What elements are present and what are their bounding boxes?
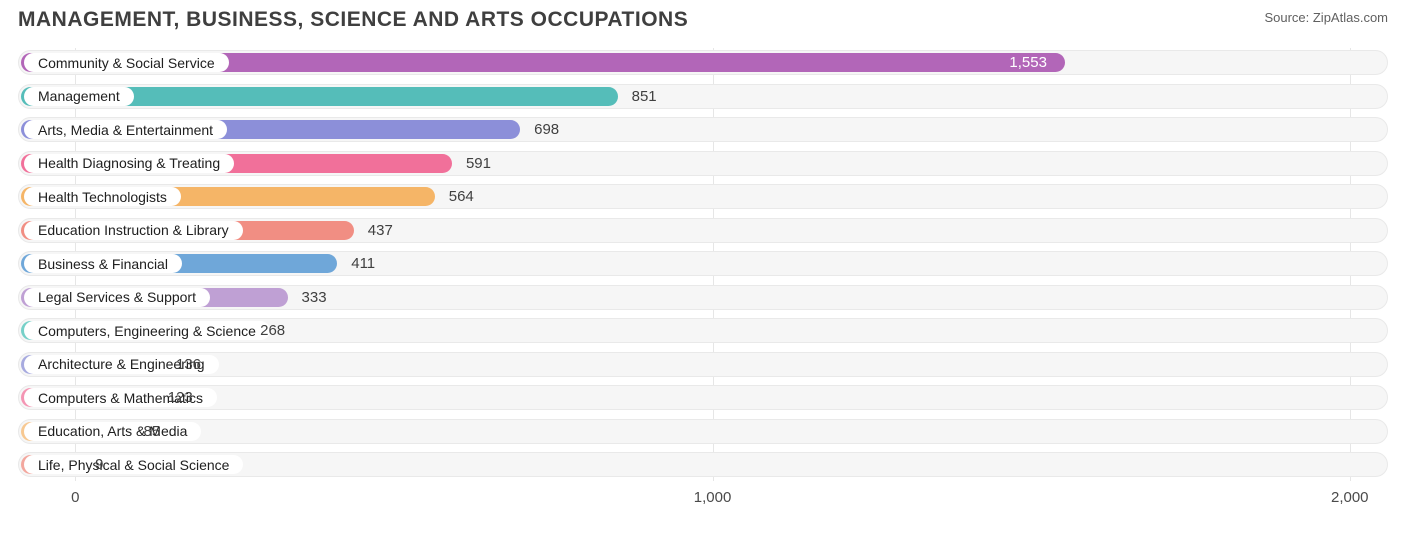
bar-row: Arts, Media & Entertainment 698 xyxy=(18,117,1388,142)
x-axis: 0 1,000 2,000 xyxy=(18,483,1388,515)
chart-source: Source: ZipAtlas.com xyxy=(1264,8,1388,25)
bar-value: 85 xyxy=(144,419,161,444)
bar-value: 437 xyxy=(368,218,393,243)
bar-row: Computers & Mathematics123 xyxy=(18,385,1388,410)
bar-label: Health Technologists xyxy=(24,187,181,206)
x-axis-tick: 1,000 xyxy=(694,489,732,506)
bar-row: Community & Social Service 1,553 xyxy=(18,50,1388,75)
bar-value: 411 xyxy=(351,251,375,276)
bar-value: 268 xyxy=(260,318,285,343)
bar-label: Business & Financial xyxy=(24,254,182,273)
bar-row: Computers, Engineering & Science268 xyxy=(18,318,1388,343)
bar-row: Business & Financial 411 xyxy=(18,251,1388,276)
chart-area: Community & Social Service 1,553 Managemen… xyxy=(0,36,1406,524)
bar-label: Arts, Media & Entertainment xyxy=(24,120,227,139)
x-axis-tick: 0 xyxy=(71,489,79,506)
bar-label: Education, Arts & Media xyxy=(24,422,201,441)
bar-row: Health Diagnosing & Treating 591 xyxy=(18,151,1388,176)
bar-label: Health Diagnosing & Treating xyxy=(24,154,234,173)
bar-row: Education Instruction & Library 437 xyxy=(18,218,1388,243)
bar-value: 564 xyxy=(449,184,474,209)
bar-value: 1,553 xyxy=(1009,50,1047,75)
bar-value: 123 xyxy=(168,385,193,410)
bar-label: Life, Physical & Social Science xyxy=(24,455,243,474)
bar-row: Legal Services & Support 333 xyxy=(18,285,1388,310)
bar-label: Community & Social Service xyxy=(24,53,229,72)
bar-value: 9 xyxy=(95,452,103,477)
bar-row: Management 851 xyxy=(18,84,1388,109)
plot-area: Community & Social Service 1,553 Managemen… xyxy=(18,48,1388,524)
bar-label: Legal Services & Support xyxy=(24,288,210,307)
bar-row: Architecture & Engineering136 xyxy=(18,352,1388,377)
chart-title: MANAGEMENT, BUSINESS, SCIENCE AND ARTS O… xyxy=(18,8,688,32)
bar-value: 698 xyxy=(534,117,559,142)
bar-label: Management xyxy=(24,87,134,106)
bar-label: Computers, Engineering & Science xyxy=(24,321,270,340)
bar-track xyxy=(18,352,1388,377)
bar-track xyxy=(18,385,1388,410)
bar-track xyxy=(18,419,1388,444)
bar-row: Life, Physical & Social Science9 xyxy=(18,452,1388,477)
bar-value: 591 xyxy=(466,151,491,176)
bar-value: 851 xyxy=(632,84,657,109)
bars-container: Community & Social Service 1,553 Managemen… xyxy=(18,48,1388,477)
x-axis-tick: 2,000 xyxy=(1331,489,1369,506)
bar-value: 136 xyxy=(176,352,201,377)
bar-row: Health Technologists 564 xyxy=(18,184,1388,209)
bar-value: 333 xyxy=(302,285,327,310)
bar-row: Education, Arts & Media85 xyxy=(18,419,1388,444)
chart-header: MANAGEMENT, BUSINESS, SCIENCE AND ARTS O… xyxy=(0,0,1406,36)
bar-label: Education Instruction & Library xyxy=(24,221,243,240)
